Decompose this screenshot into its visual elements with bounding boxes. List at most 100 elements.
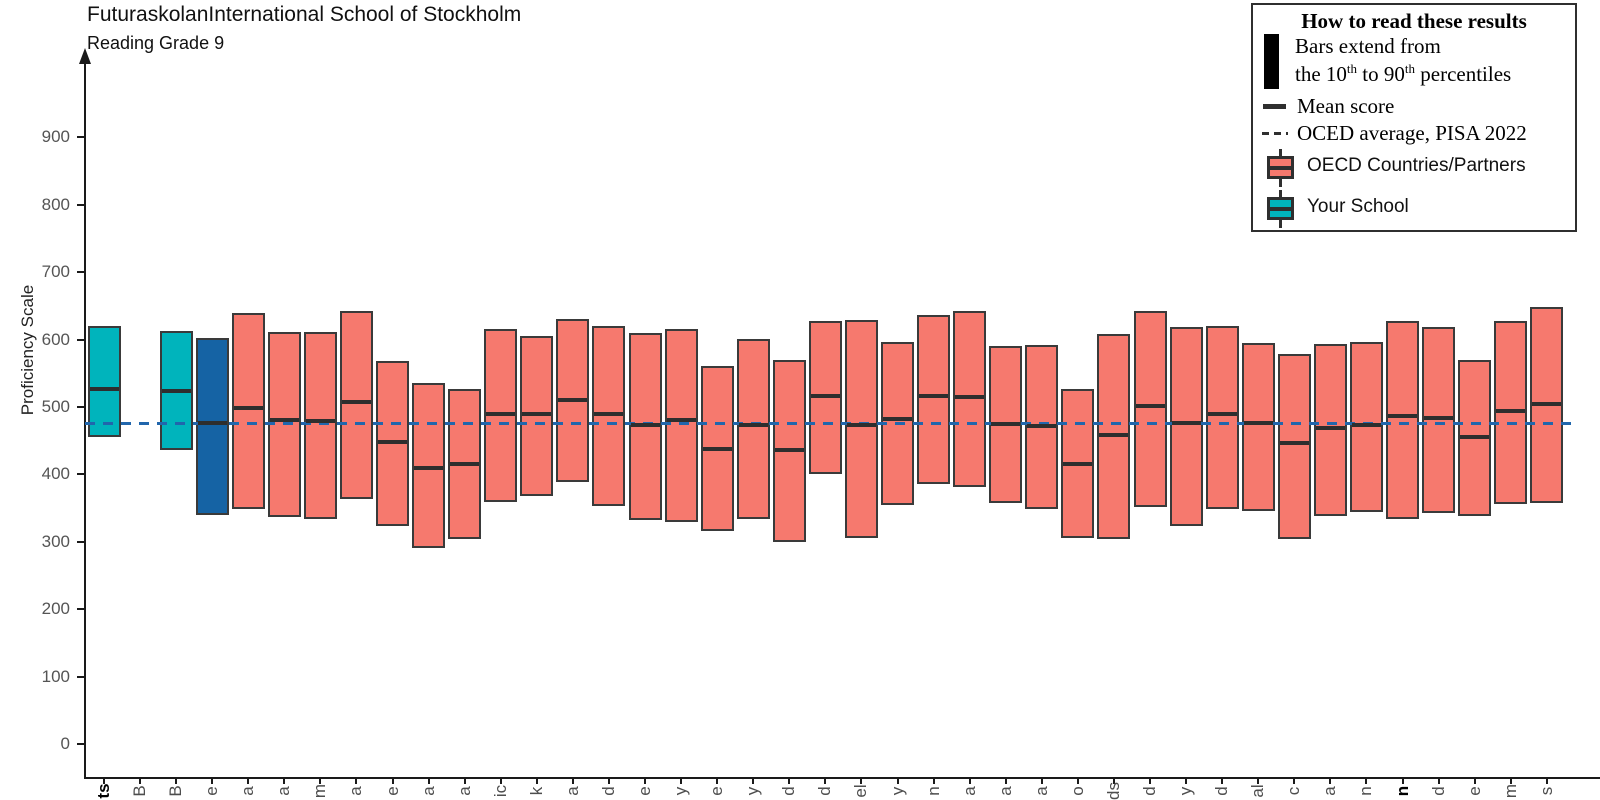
mean-score-line	[1099, 432, 1129, 437]
x-axis-label: a	[346, 786, 366, 796]
y-tick-mark	[77, 608, 85, 611]
mean-score-line	[1063, 462, 1093, 467]
x-axis-label: k	[526, 786, 546, 796]
mean-score-line	[1243, 420, 1273, 425]
mean-score-line	[1315, 425, 1345, 430]
y-tick-label: 300	[41, 531, 70, 551]
x-tick-mark	[1293, 778, 1296, 784]
mean-score-line	[919, 394, 949, 399]
percentile-bar	[1386, 320, 1420, 519]
x-tick-mark	[427, 778, 430, 784]
percentile-bar	[664, 328, 698, 523]
x-axis-label: e	[707, 786, 727, 796]
x-axis-label: a	[418, 786, 438, 796]
mean-score-line	[955, 394, 985, 399]
x-axis-label: el	[851, 784, 871, 798]
x-tick-mark	[968, 778, 971, 784]
x-tick-mark	[824, 778, 827, 784]
x-tick-mark	[1185, 778, 1188, 784]
y-tick-mark	[77, 338, 85, 341]
x-tick-mark	[896, 778, 899, 784]
x-axis-label: d	[1428, 786, 1448, 796]
percentile-bar	[231, 312, 265, 509]
x-tick-mark	[680, 778, 683, 784]
x-tick-mark	[752, 778, 755, 784]
x-axis-label: e	[1464, 786, 1484, 796]
mean-score-line	[378, 440, 408, 445]
mean-score-line	[1207, 412, 1237, 417]
x-tick-mark	[103, 778, 105, 784]
y-tick-label: 0	[60, 734, 70, 753]
dashed-line-icon	[1262, 132, 1288, 135]
y-tick-label: 500	[41, 397, 70, 416]
x-tick-mark	[607, 778, 610, 784]
x-axis-label: a	[959, 786, 979, 796]
x-tick-mark	[535, 778, 538, 784]
percentile-bar	[195, 338, 229, 515]
x-axis-label: n	[1392, 785, 1412, 797]
y-tick-mark	[77, 136, 85, 139]
x-axis-label: a	[238, 786, 258, 796]
x-tick-mark	[571, 778, 574, 784]
mean-score-line	[774, 448, 804, 453]
x-tick-mark	[463, 778, 466, 784]
mean-score-line	[1532, 402, 1562, 407]
x-axis-label: y	[671, 786, 691, 796]
mean-score-line	[414, 466, 444, 471]
mean-score-line	[522, 412, 552, 417]
percentile-bar	[1133, 311, 1167, 507]
y-tick-mark	[77, 675, 85, 678]
x-axis-label: d	[1140, 786, 1160, 796]
percentile-bar	[1349, 341, 1383, 513]
legend-your-school-label: Your School	[1307, 196, 1409, 217]
x-tick-mark	[1329, 778, 1332, 784]
x-axis-label: ic	[490, 784, 510, 798]
x-tick-mark	[283, 778, 286, 784]
y-tick-mark	[77, 473, 85, 476]
x-axis-label: d	[779, 786, 799, 796]
x-tick-mark	[247, 778, 250, 784]
x-tick-mark	[1545, 778, 1548, 784]
mean-score-line	[305, 419, 335, 424]
x-axis-label: B	[130, 785, 150, 797]
legend-oecd-average-label: OCED average, PISA 2022	[1297, 121, 1527, 145]
y-tick-mark	[77, 271, 85, 274]
percentile-bar	[592, 326, 626, 507]
mean-score-line	[558, 397, 588, 402]
x-axis-label: al	[1248, 784, 1268, 798]
mean-score-line	[161, 389, 191, 394]
mean-score-line	[702, 446, 732, 451]
x-tick-mark	[1257, 778, 1260, 784]
x-axis-label: d	[1212, 786, 1232, 796]
y-tick-label: 800	[41, 194, 70, 214]
percentile-bar	[303, 332, 337, 519]
y-tick-mark	[77, 540, 85, 543]
x-axis-label: o	[1067, 786, 1087, 796]
legend-title: How to read these results	[1301, 9, 1527, 33]
mean-score-line	[486, 412, 516, 417]
mean-score-line	[666, 418, 696, 423]
x-tick-mark	[1437, 778, 1440, 784]
mean-score-line	[1388, 413, 1418, 418]
x-tick-mark	[391, 778, 394, 784]
x-axis-label: ds	[1103, 782, 1123, 800]
x-tick-mark	[1401, 778, 1404, 784]
x-axis-label: y	[1176, 786, 1196, 796]
chart-title: FuturaskolanInternational School of Stoc…	[87, 3, 522, 26]
mean-score-line	[1424, 416, 1454, 421]
x-tick-mark	[716, 778, 719, 784]
mean-line-icon	[1263, 104, 1286, 109]
mean-score-line	[89, 387, 119, 392]
x-axis-label: d	[598, 786, 618, 796]
oecd-average-dashed-line	[85, 422, 1578, 425]
x-axis-label: n	[923, 786, 943, 796]
y-tick-mark	[77, 406, 85, 408]
x-axis-label: y	[743, 786, 763, 796]
x-axis-label: e	[382, 786, 402, 796]
x-axis-label: y	[887, 786, 907, 796]
legend-range-text-line2: the 10th to 90th percentiles	[1295, 61, 1512, 86]
percentile-bar	[844, 320, 878, 538]
mean-score-line	[1496, 409, 1526, 414]
x-tick-mark	[1076, 778, 1079, 784]
percentile-bar	[87, 326, 121, 437]
